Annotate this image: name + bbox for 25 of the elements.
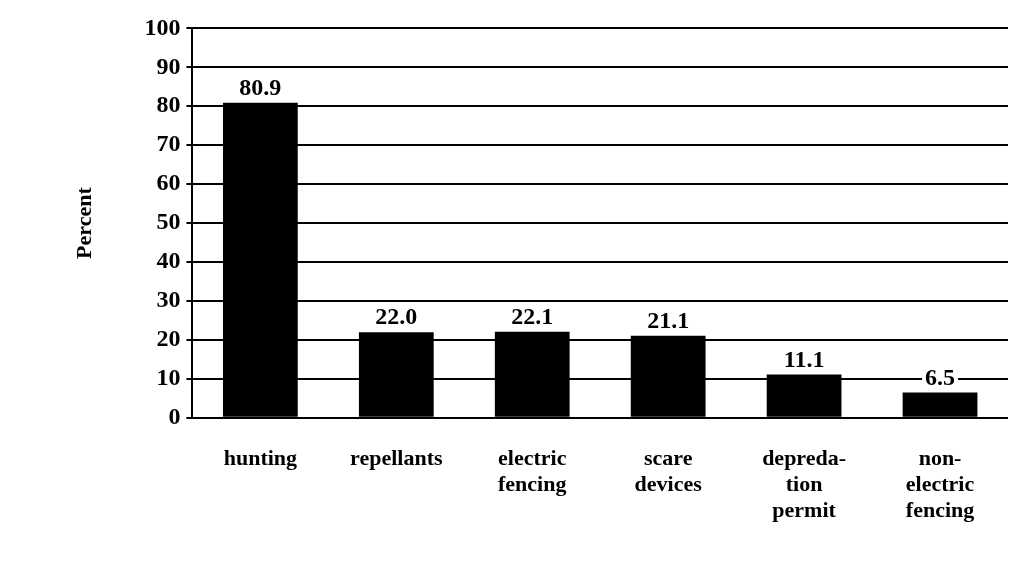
x-tick-label: electric fencing [498, 444, 567, 497]
data-label: 21.1 [647, 306, 690, 333]
x-tick-label: non- electric fencing [905, 444, 975, 523]
y-tick-label: 80 [156, 91, 181, 118]
x-tick-label: hunting [223, 444, 298, 470]
bar [902, 392, 978, 417]
y-tick-label: 100 [144, 13, 181, 40]
data-label: 11.1 [783, 345, 825, 372]
y-tick-label: 0 [168, 403, 181, 429]
data-label: 6.5 [925, 363, 956, 390]
y-tick-label: 70 [156, 130, 181, 157]
y-tick-label: 40 [156, 247, 181, 274]
data-label: 22.1 [511, 302, 554, 329]
y-tick-label: 20 [156, 325, 181, 352]
y-tick-label: 10 [156, 364, 181, 391]
y-axis-title: Percent [70, 186, 96, 259]
y-tick-label: 90 [156, 52, 181, 79]
y-tick-label: 50 [156, 208, 181, 235]
y-tick-label: 60 [156, 169, 181, 196]
data-label: 22.0 [375, 303, 418, 330]
y-tick-label: 30 [156, 286, 181, 313]
x-tick-label: depreda- tion permit [762, 444, 847, 523]
x-tick-label: repellants [350, 444, 443, 470]
x-tick-label: scare devices [634, 444, 703, 497]
data-label: 80.9 [239, 73, 282, 100]
